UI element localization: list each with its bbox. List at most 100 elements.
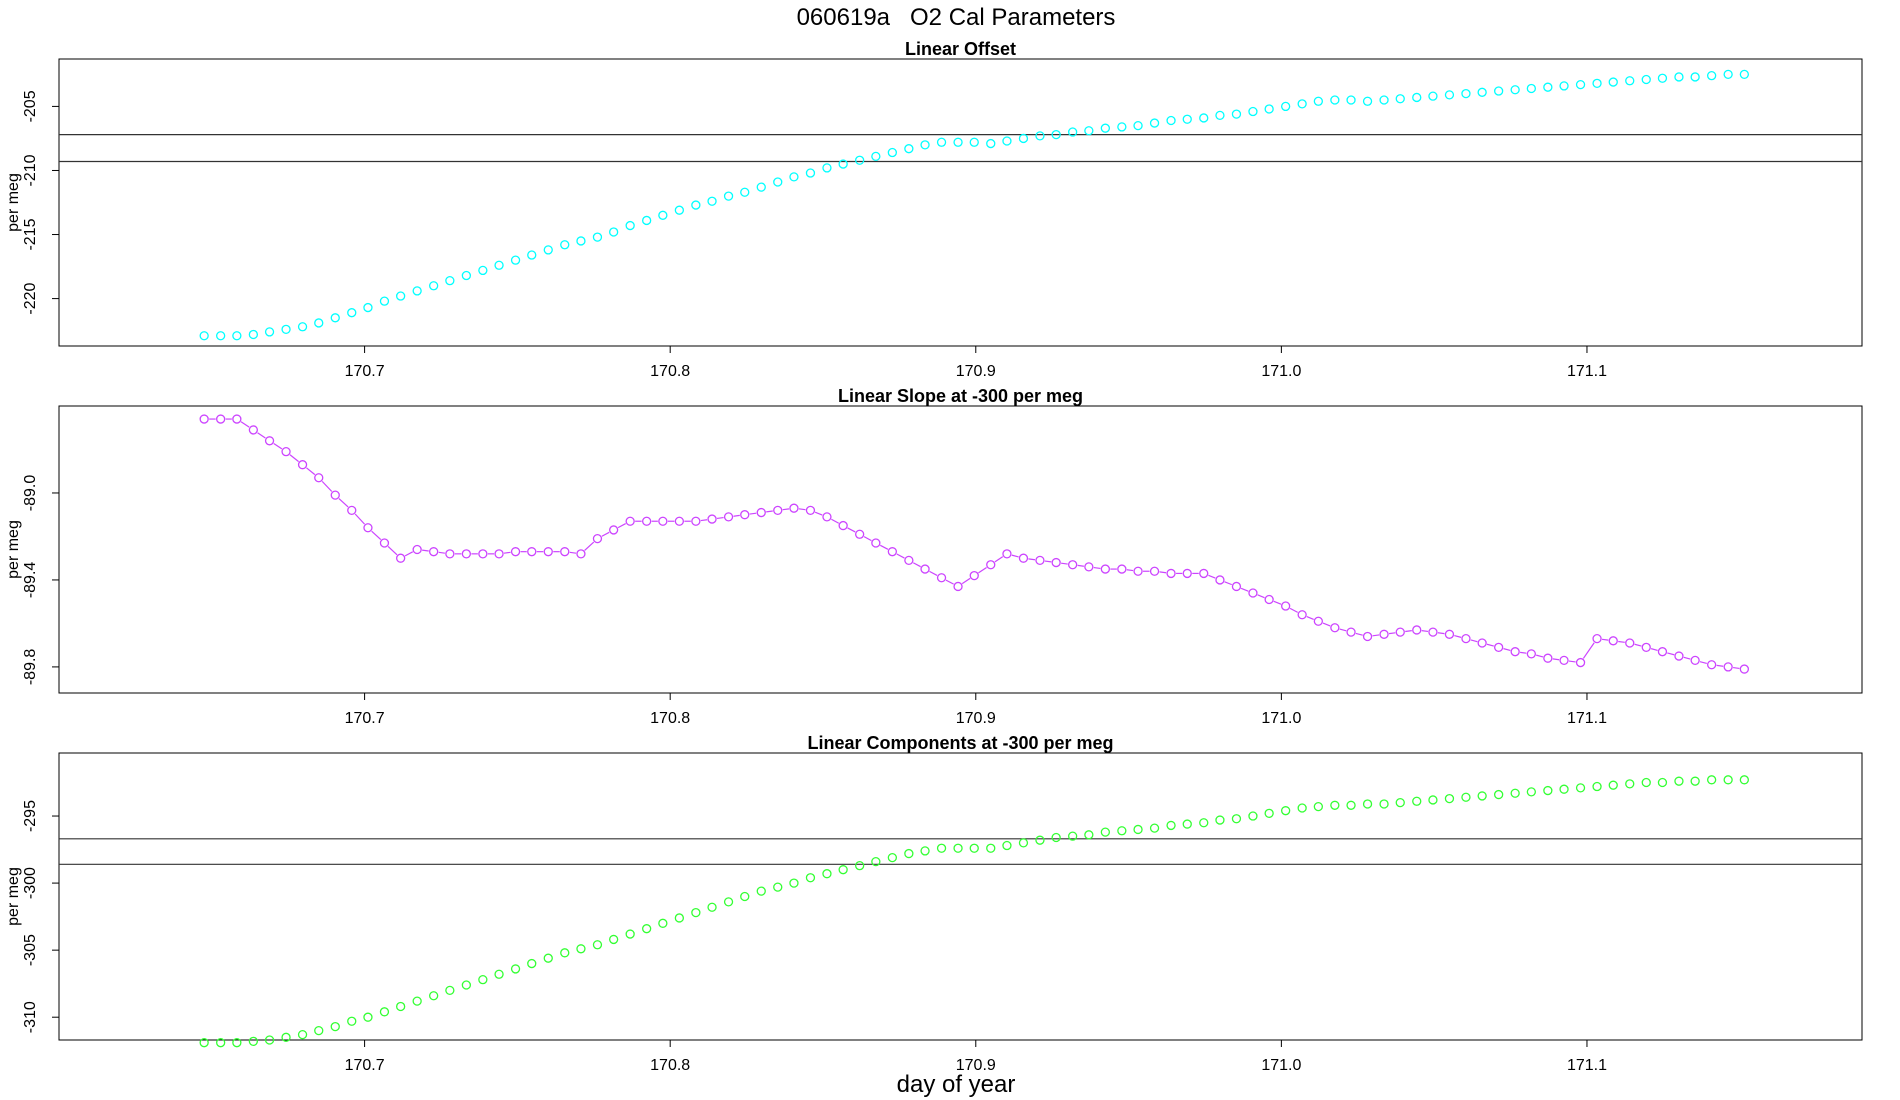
data-point bbox=[1248, 588, 1258, 598]
data-point bbox=[691, 516, 701, 526]
data-point bbox=[1625, 638, 1635, 648]
data-point bbox=[920, 140, 930, 150]
series-segment bbox=[387, 545, 398, 556]
data-point bbox=[527, 250, 537, 260]
series-segment bbox=[1224, 581, 1233, 586]
series-segment bbox=[1044, 560, 1052, 563]
data-point bbox=[379, 538, 390, 548]
data-point bbox=[216, 414, 226, 424]
data-point bbox=[871, 856, 881, 867]
series-segment bbox=[1503, 648, 1511, 651]
data-point bbox=[461, 980, 472, 990]
series-segment bbox=[1520, 651, 1527, 654]
data-point bbox=[314, 318, 324, 328]
data-point bbox=[1395, 797, 1405, 808]
data-point bbox=[707, 902, 717, 912]
data-point bbox=[1575, 783, 1586, 793]
data-point bbox=[347, 308, 357, 318]
data-point bbox=[871, 538, 881, 548]
data-point bbox=[1068, 831, 1078, 841]
data-point bbox=[543, 245, 553, 255]
series-segment bbox=[879, 544, 889, 550]
data-point bbox=[576, 944, 586, 954]
data-point bbox=[1264, 594, 1274, 605]
data-point bbox=[429, 991, 439, 1001]
panel-title: Linear Offset bbox=[905, 39, 1016, 59]
data-point bbox=[527, 958, 537, 969]
data-point bbox=[1379, 95, 1389, 105]
data-point bbox=[1428, 627, 1438, 637]
data-point bbox=[1281, 601, 1291, 611]
data-point bbox=[494, 969, 504, 979]
data-point bbox=[478, 549, 488, 559]
data-point bbox=[1215, 110, 1225, 121]
data-point bbox=[920, 564, 930, 574]
x-tick-label: 170.7 bbox=[345, 1057, 385, 1074]
series-segment bbox=[766, 510, 773, 513]
data-point bbox=[510, 964, 521, 974]
data-point bbox=[199, 331, 209, 341]
data-point bbox=[412, 544, 422, 555]
data-point bbox=[1592, 633, 1602, 644]
data-point bbox=[1166, 820, 1176, 831]
data-point bbox=[429, 547, 439, 557]
data-point bbox=[1706, 660, 1717, 670]
y-tick-label: -220 bbox=[22, 282, 39, 314]
series-segment bbox=[1582, 642, 1595, 659]
data-point bbox=[723, 512, 734, 522]
data-point bbox=[248, 329, 259, 340]
series-segment bbox=[961, 577, 971, 585]
data-point bbox=[887, 547, 898, 557]
data-point bbox=[1674, 651, 1684, 661]
series-segment bbox=[1454, 634, 1462, 638]
data-point bbox=[822, 163, 832, 173]
data-point bbox=[396, 291, 406, 301]
series-segment bbox=[896, 553, 905, 559]
data-point bbox=[1526, 787, 1536, 797]
data-point bbox=[1149, 118, 1160, 128]
data-point bbox=[314, 1025, 324, 1036]
data-point bbox=[429, 281, 439, 291]
series-segment bbox=[1257, 594, 1265, 599]
data-point bbox=[904, 144, 914, 154]
data-point bbox=[1231, 109, 1242, 119]
series-segment bbox=[749, 512, 757, 515]
data-point bbox=[723, 897, 734, 907]
data-point bbox=[1428, 795, 1438, 805]
data-point bbox=[1674, 72, 1684, 82]
data-point bbox=[1412, 92, 1422, 103]
data-point bbox=[1657, 647, 1668, 657]
data-point bbox=[396, 1001, 406, 1012]
data-point bbox=[1428, 91, 1438, 101]
data-point bbox=[986, 843, 996, 853]
data-point bbox=[1543, 82, 1553, 92]
data-point bbox=[576, 549, 586, 559]
data-point bbox=[379, 296, 390, 306]
data-point bbox=[297, 322, 308, 332]
data-point bbox=[330, 313, 340, 323]
data-point bbox=[609, 934, 619, 945]
data-point bbox=[1068, 127, 1078, 137]
series-segment bbox=[978, 566, 987, 574]
data-point bbox=[1575, 657, 1586, 668]
data-point bbox=[1100, 827, 1111, 837]
data-point bbox=[953, 137, 963, 147]
data-point bbox=[281, 324, 291, 334]
data-point bbox=[1084, 830, 1094, 840]
data-point bbox=[1117, 122, 1127, 132]
data-point bbox=[1182, 114, 1192, 124]
series-segment bbox=[569, 551, 577, 554]
data-point bbox=[969, 137, 979, 147]
series-segment bbox=[831, 518, 840, 524]
data-point bbox=[1084, 562, 1094, 572]
data-point bbox=[789, 878, 799, 888]
series-segment bbox=[1355, 632, 1363, 636]
data-point bbox=[1706, 71, 1717, 81]
data-point bbox=[1133, 824, 1143, 835]
data-point bbox=[1264, 808, 1274, 819]
data-point bbox=[642, 516, 652, 526]
data-point bbox=[936, 843, 947, 853]
data-point bbox=[1297, 803, 1307, 813]
data-point bbox=[1166, 115, 1176, 126]
